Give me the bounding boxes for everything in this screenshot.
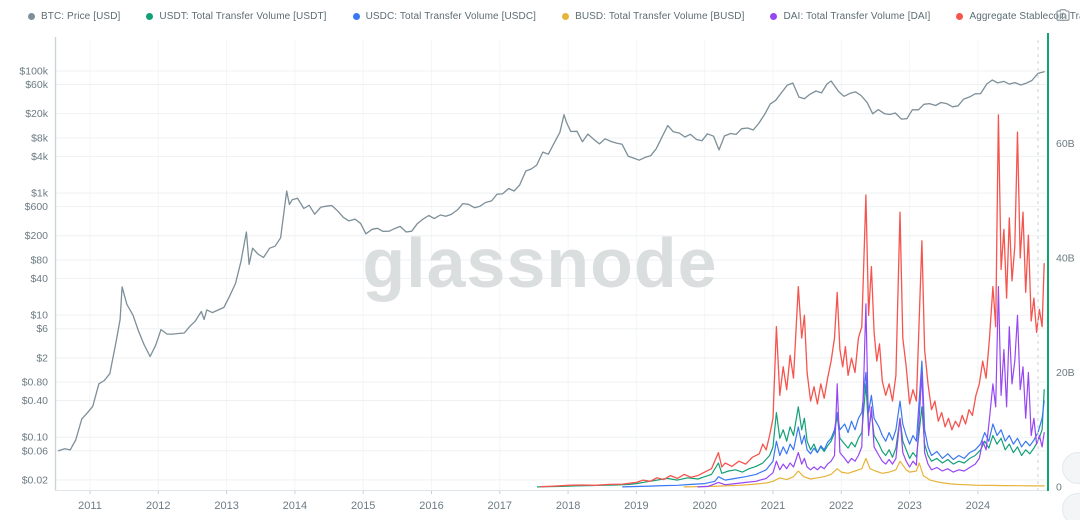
left-axis-tick-label: $0.02	[22, 474, 48, 486]
legend-item-btc-price[interactable]: BTC: Price [USD]	[28, 11, 120, 22]
legend-item-label: USDC: Total Transfer Volume [USDC]	[365, 10, 537, 22]
x-axis-tick-label: 2019	[624, 500, 648, 512]
legend-item-usdt-volume[interactable]: USDT: Total Transfer Volume [USDT]	[146, 11, 326, 22]
series-aggregate-volume	[540, 114, 1045, 488]
legend-item-dai-volume[interactable]: DAI: Total Transfer Volume [DAI]	[770, 11, 930, 22]
left-axis-tick-label: $600	[25, 201, 49, 213]
right-axis-tick-label: 20B	[1056, 367, 1075, 379]
left-axis-tick-label: $4k	[31, 151, 49, 163]
x-axis-tick-label: 2020	[692, 500, 716, 512]
left-axis-tick-label: $40	[30, 273, 48, 285]
usdt-volume-dot-icon	[146, 12, 154, 20]
left-axis-tick-label: $60k	[25, 79, 49, 91]
legend-item-label: BTC: Price [USD]	[41, 10, 121, 22]
series-btc-price	[57, 71, 1045, 452]
legend-item-busd-volume[interactable]: BUSD: Total Transfer Volume [BUSD]	[562, 11, 744, 22]
x-axis-tick-label: 2018	[556, 500, 580, 512]
left-axis-tick-label: $80	[30, 255, 48, 267]
left-axis-tick-label: $0.06	[22, 445, 48, 457]
camera-icon[interactable]	[1053, 5, 1073, 25]
series-busd-volume	[683, 457, 1045, 488]
busd-volume-dot-icon	[562, 12, 570, 20]
legend-item-label: USDT: Total Transfer Volume [USDT]	[159, 10, 327, 22]
usdc-volume-dot-icon	[352, 12, 360, 20]
x-axis-tick-label: 2021	[761, 500, 785, 512]
left-axis-tick-label: $0.10	[22, 432, 48, 444]
left-axis-tick-label: $0.40	[22, 395, 48, 407]
legend-item-usdc-volume[interactable]: USDC: Total Transfer Volume [USDC]	[352, 10, 537, 22]
left-axis-tick-label: $0.80	[22, 377, 48, 389]
x-axis-tick-label: 2012	[146, 500, 170, 512]
series-usdt-volume	[536, 383, 1045, 488]
right-axis-tick-label: 40B	[1056, 253, 1075, 265]
x-axis-tick-label: 2016	[419, 500, 443, 512]
x-axis-tick-label: 2014	[283, 500, 307, 512]
camera-icon-glyph	[1056, 9, 1070, 21]
x-axis-tick-label: 2017	[488, 500, 512, 512]
dai-volume-dot-icon	[770, 12, 778, 20]
legend-item-label: DAI: Total Transfer Volume [DAI]	[783, 10, 931, 22]
legend-item-aggregate-volume[interactable]: Aggregate Stablecoin Transfer Volume	[956, 11, 1080, 22]
left-axis-tick-label: $6	[36, 323, 48, 335]
series-usdc-volume	[622, 360, 1045, 488]
x-axis-tick-label: 2015	[351, 500, 375, 512]
legend-item-label: Aggregate Stablecoin Transfer Volume	[969, 10, 1080, 22]
x-axis-tick-label: 2024	[966, 500, 990, 512]
series-dai-volume	[697, 286, 1045, 488]
floating-action-button-secondary[interactable]	[1062, 493, 1080, 520]
legend: BTC: Price [USD] USDT: Total Transfer Vol…	[28, 7, 1080, 25]
watermark: glassnode	[362, 224, 717, 302]
right-axis-tick-label: 0	[1056, 482, 1062, 494]
right-axis-tick-label: 60B	[1056, 138, 1075, 150]
aggregate-volume-dot-icon	[956, 12, 964, 20]
left-axis-tick-label: $200	[25, 230, 49, 242]
left-axis-tick-label: $10	[30, 310, 48, 322]
x-axis-tick-label: 2023	[897, 500, 921, 512]
x-axis-tick-label: 2011	[78, 500, 102, 512]
legend-item-label: BUSD: Total Transfer Volume [BUSD]	[575, 10, 745, 22]
left-axis-tick-label: $8k	[31, 132, 49, 144]
x-axis-tick-label: 2013	[214, 500, 238, 512]
left-axis-tick-label: $100k	[19, 66, 48, 78]
left-axis-tick-label: $20k	[25, 108, 49, 120]
btc-price-dot-icon	[28, 12, 35, 20]
left-axis-tick-label: $2	[36, 352, 48, 364]
x-axis-tick-label: 2022	[829, 500, 853, 512]
left-axis-tick-label: $1k	[31, 188, 49, 200]
